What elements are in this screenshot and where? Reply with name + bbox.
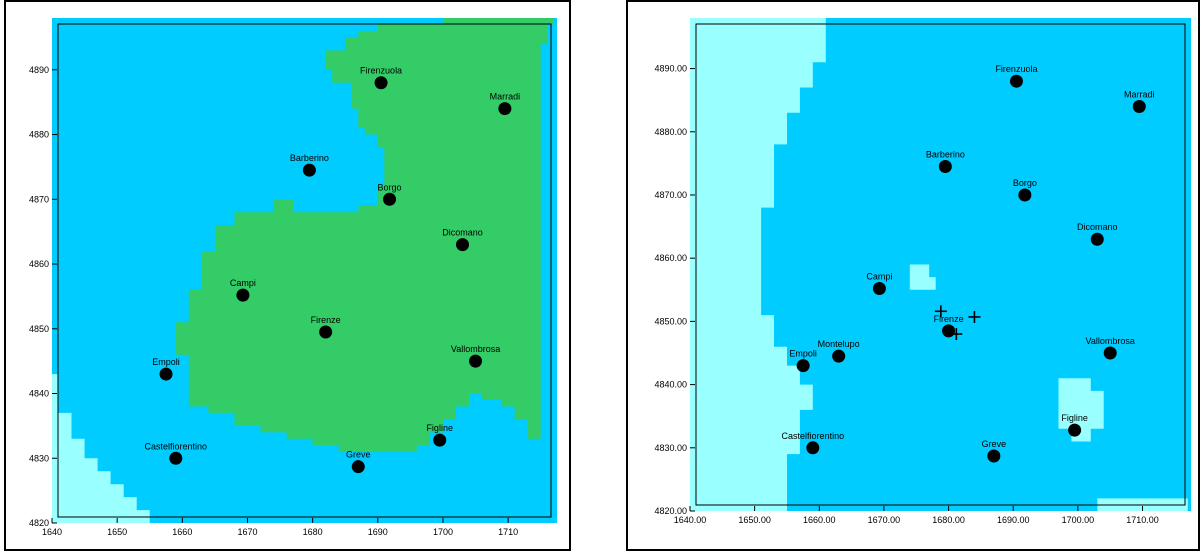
city-label: Empoli (152, 357, 180, 367)
city-point (469, 354, 483, 368)
city-point (987, 449, 1001, 463)
y-tick-label: 4880 (29, 130, 49, 140)
x-tick-label: 1690.00 (997, 515, 1030, 525)
city-point (351, 460, 365, 474)
city-point (498, 102, 512, 116)
city-point (938, 160, 952, 174)
city-point (872, 282, 886, 296)
x-tick-label: 1670.00 (868, 515, 901, 525)
plot-frame (695, 23, 1186, 506)
city-point (433, 433, 447, 447)
city-label: Vallombrosa (451, 344, 500, 354)
y-tick-label: 4860.00 (654, 253, 687, 263)
city-label: Firenzuola (360, 66, 402, 76)
city-point (1132, 99, 1146, 113)
city-point (374, 76, 388, 90)
city-point (236, 288, 250, 302)
x-tick-label: 1690 (368, 527, 388, 537)
map-panel-left: 1640 1650 1660 1670 1680 1690 1700 1710 4820 4830… (4, 0, 571, 551)
city-point (1009, 74, 1023, 88)
city-label: Empoli (789, 349, 817, 359)
city-label: Greve (346, 450, 371, 460)
y-tick-label: 4850.00 (654, 316, 687, 326)
city-point (832, 349, 846, 363)
x-tick-label: 1710 (498, 527, 518, 537)
city-label: Campi (230, 278, 256, 288)
city-point (319, 325, 333, 339)
city-label: Castelfiorentino (145, 441, 208, 451)
city-label: Firenzuola (995, 64, 1037, 74)
y-tick-label: 4860 (29, 259, 49, 269)
y-tick-label: 4890.00 (654, 64, 687, 74)
city-label: Firenze (934, 314, 964, 324)
city-label: Borgo (1013, 178, 1037, 188)
city-point (159, 367, 173, 381)
y-tick-label: 4820 (29, 518, 49, 528)
y-tick-label: 4890 (29, 65, 49, 75)
y-tick-label: 4840.00 (654, 380, 687, 390)
y-tick-label: 4840 (29, 389, 49, 399)
city-label: Vallombrosa (1086, 336, 1135, 346)
plot-frame (57, 23, 552, 518)
city-point (383, 192, 397, 206)
city-label: Montelupo (818, 339, 860, 349)
city-label: Greve (982, 439, 1007, 449)
y-tick-label: 4850 (29, 324, 49, 334)
city-point (1068, 423, 1082, 437)
city-label: Marradi (1124, 89, 1155, 99)
city-point (942, 324, 956, 338)
city-point (796, 359, 810, 373)
city-point (456, 238, 470, 252)
cross-marker (968, 310, 981, 323)
x-tick-label: 1640 (42, 527, 62, 537)
city-point (1103, 346, 1117, 360)
x-tick-label: 1700.00 (1062, 515, 1095, 525)
map-panel-right: 1640.00 1650.00 1660.00 1670.00 1680.00 1690.… (626, 0, 1200, 551)
city-label: Campi (866, 272, 892, 282)
city-point (806, 441, 820, 455)
city-point (1018, 188, 1032, 202)
light-region-1 (909, 264, 936, 290)
x-tick-label: 1710.00 (1126, 515, 1159, 525)
x-tick-label: 1680 (303, 527, 323, 537)
city-point (302, 163, 316, 177)
city-label: Castelfiorentino (782, 431, 845, 441)
map-chart-right: 1640.00 1650.00 1660.00 1670.00 1680.00 1690.… (654, 18, 1191, 525)
cross-marker (934, 305, 947, 318)
y-tick-label: 4870.00 (654, 190, 687, 200)
x-tick-label: 1660 (172, 527, 192, 537)
city-label: Borgo (378, 182, 402, 192)
x-tick-label: 1660.00 (803, 515, 836, 525)
city-label: Figline (426, 423, 453, 433)
light-region-1 (52, 374, 150, 523)
x-tick-label: 1640.00 (674, 515, 707, 525)
y-tick-label: 4820.00 (654, 506, 687, 516)
x-tick-label: 1670 (237, 527, 257, 537)
y-tick-label: 4870 (29, 194, 49, 204)
x-tick-label: 1700 (433, 527, 453, 537)
city-label: Barberino (926, 150, 965, 160)
x-tick-label: 1650 (107, 527, 127, 537)
map-chart-left: 1640 1650 1660 1670 1680 1690 1700 1710 4820 4830… (29, 18, 557, 537)
city-label: Barberino (290, 153, 329, 163)
light-region-2 (1058, 378, 1104, 442)
y-tick-label: 4830.00 (654, 443, 687, 453)
x-tick-label: 1680.00 (932, 515, 965, 525)
y-tick-label: 4830 (29, 453, 49, 463)
city-label: Firenze (311, 315, 341, 325)
city-label: Figline (1061, 413, 1088, 423)
city-label: Dicomano (1077, 222, 1118, 232)
city-point (1090, 232, 1104, 246)
light-region-0 (690, 18, 826, 511)
city-label: Marradi (490, 92, 521, 102)
x-tick-label: 1650.00 (738, 515, 771, 525)
y-tick-label: 4880.00 (654, 127, 687, 137)
city-point (169, 451, 183, 465)
green-region-0 (175, 18, 554, 452)
city-label: Dicomano (442, 228, 483, 238)
